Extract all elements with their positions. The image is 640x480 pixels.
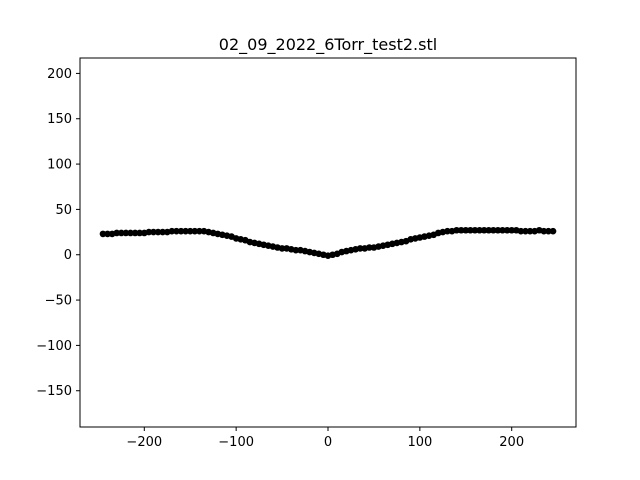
data-point <box>494 226 502 234</box>
data-point <box>517 227 525 235</box>
y-tick-label: 0 <box>64 248 72 263</box>
data-point <box>503 226 511 234</box>
data-point <box>104 230 111 238</box>
data-point <box>177 227 185 235</box>
data-point <box>485 226 493 234</box>
data-point <box>99 230 107 238</box>
data-point <box>292 246 300 254</box>
scatter-points <box>99 226 557 259</box>
data-point <box>462 226 470 234</box>
data-point <box>182 227 189 235</box>
data-point <box>154 228 162 236</box>
data-point <box>540 227 548 235</box>
data-point <box>549 227 557 235</box>
y-tick-label: 50 <box>55 203 72 218</box>
data-point <box>196 227 203 235</box>
data-point <box>131 229 139 237</box>
data-point <box>545 227 552 235</box>
chart-title: 02_09_2022_6Torr_test2.stl <box>219 35 437 55</box>
data-point <box>490 226 497 234</box>
data-point <box>471 226 479 234</box>
data-point <box>159 228 166 236</box>
y-tick-label: −100 <box>36 339 72 354</box>
data-point <box>136 229 143 237</box>
data-point <box>127 229 134 237</box>
data-point <box>168 227 176 235</box>
x-tick-label: 200 <box>499 435 524 450</box>
data-point <box>526 227 534 235</box>
x-tick-label: −100 <box>218 435 254 450</box>
data-point <box>191 227 199 235</box>
data-point <box>476 226 483 234</box>
y-tick-label: −50 <box>45 294 72 309</box>
y-tick-label: 100 <box>47 158 72 173</box>
y-tick-label: 150 <box>47 112 72 127</box>
data-point <box>453 226 460 234</box>
data-point <box>480 226 488 234</box>
data-point <box>499 226 506 234</box>
y-tick-label: −150 <box>36 384 72 399</box>
data-point <box>366 244 373 251</box>
data-point <box>522 227 529 235</box>
x-tick-label: −200 <box>126 435 162 450</box>
data-point <box>457 226 465 234</box>
plot-frame <box>79 57 577 428</box>
data-point <box>508 226 515 234</box>
y-axis: −150 −100 −50 0 50 100 150 200 <box>36 67 80 399</box>
data-point <box>444 227 451 235</box>
data-point <box>173 227 180 235</box>
data-point <box>186 227 194 235</box>
data-point <box>118 229 125 237</box>
data-point <box>356 245 364 252</box>
x-axis: −200 −100 0 100 200 <box>126 427 524 450</box>
data-point <box>122 229 130 237</box>
data-point <box>467 226 474 234</box>
x-tick-label: 0 <box>324 435 332 450</box>
data-point <box>150 228 157 236</box>
x-tick-label: 100 <box>407 435 432 450</box>
data-point <box>278 245 286 252</box>
y-tick-label: 200 <box>47 67 72 82</box>
data-point <box>113 229 121 237</box>
data-point <box>145 228 153 236</box>
